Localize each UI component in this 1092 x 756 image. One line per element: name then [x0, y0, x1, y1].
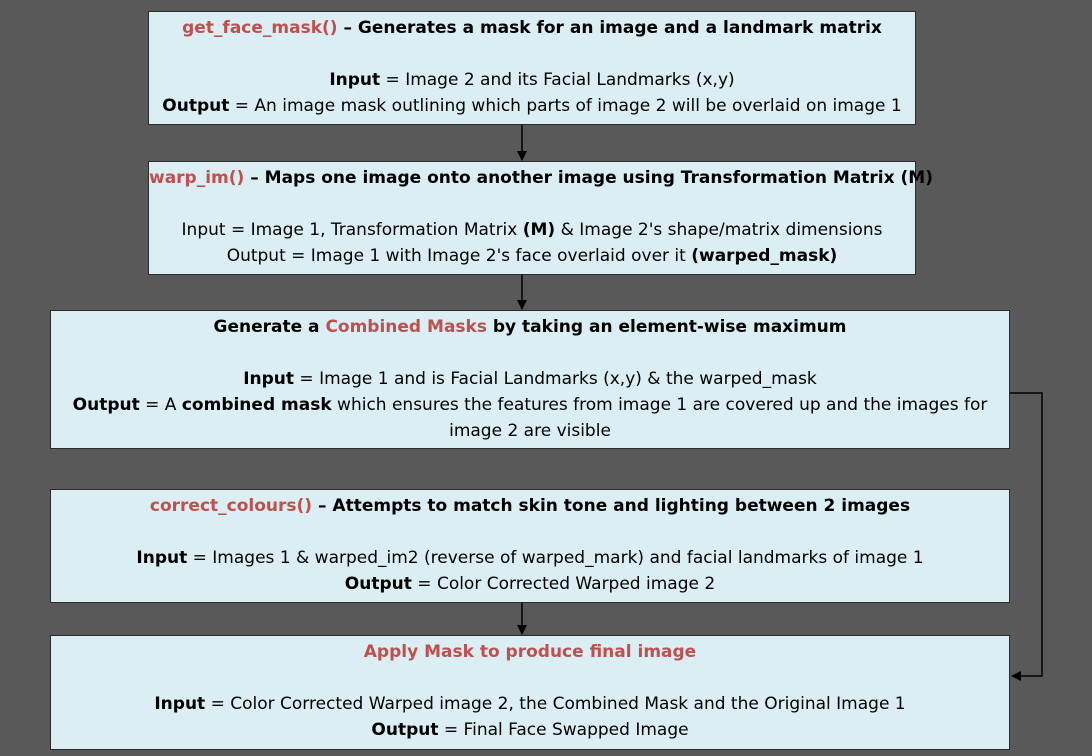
step-heading: Generate a Combined Masks by taking an e…	[51, 314, 1009, 340]
step-heading: warp_im() – Maps one image onto another …	[149, 165, 933, 191]
heading-highlight: Apply Mask to produce final image	[363, 642, 697, 662]
spacer	[51, 340, 1009, 366]
input-label: Input	[329, 70, 381, 90]
step-output: Output = Color Corrected Warped image 2	[51, 571, 1009, 597]
spacer	[149, 191, 915, 217]
output-text: = An image mask outlining which parts of…	[229, 96, 902, 116]
step-combined-masks: Generate a Combined Masks by taking an e…	[50, 310, 1010, 449]
step-output: Output = A combined mask which ensures t…	[51, 392, 1009, 418]
heading-description: by taking an element-wise maximum	[486, 317, 847, 337]
output-text: Output = Image 1 with Image 2's face ove…	[226, 246, 692, 266]
step-get-face-mask: get_face_mask() – Generates a mask for a…	[148, 11, 916, 125]
spacer	[51, 665, 1009, 691]
output-emphasis: (warped_mask)	[691, 246, 838, 266]
heading-description: – Maps one image onto another image usin…	[244, 168, 933, 188]
step-heading: correct_colours() – Attempts to match sk…	[51, 493, 1009, 519]
input-label: Input	[154, 694, 206, 714]
input-label: Input	[136, 548, 188, 568]
arrow-step3-to-step5	[1010, 392, 1043, 681]
step-output-continued: image 2 are visible	[449, 421, 611, 441]
output-text: = Color Corrected Warped image 2	[411, 574, 716, 594]
spacer	[149, 41, 915, 67]
spacer	[51, 519, 1009, 545]
step-heading: get_face_mask() – Generates a mask for a…	[149, 15, 915, 41]
output-emphasis: combined mask	[181, 395, 332, 415]
step-correct-colours: correct_colours() – Attempts to match sk…	[50, 489, 1010, 603]
step-apply-mask: Apply Mask to produce final image Input …	[50, 635, 1010, 750]
input-text: = Color Corrected Warped image 2, the Co…	[205, 694, 906, 714]
heading-description: – Attempts to match skin tone and lighti…	[312, 496, 911, 516]
input-text-end: & Image 2's shape/matrix dimensions	[555, 220, 883, 240]
step-output: Output = Image 1 with Image 2's face ove…	[149, 243, 915, 269]
heading-description: – Generates a mask for an image and a la…	[337, 18, 882, 38]
heading-prefix: Generate a	[213, 317, 326, 337]
input-text: = Image 2 and its Facial Landmarks (x,y)	[380, 70, 735, 90]
step-output: Output = Final Face Swapped Image	[51, 717, 1009, 743]
step-input: Input = Image 2 and its Facial Landmarks…	[149, 67, 915, 93]
function-name: correct_colours()	[149, 496, 313, 516]
step-heading: Apply Mask to produce final image	[51, 639, 1009, 665]
step-warp-im: warp_im() – Maps one image onto another …	[148, 161, 933, 275]
output-label: Output	[72, 395, 140, 415]
step-output: Output = An image mask outlining which p…	[149, 93, 915, 119]
output-label: Output	[162, 96, 230, 116]
output-text-start: = A	[139, 395, 182, 415]
output-label: Output	[371, 720, 439, 740]
step-input: Input = Image 1 and is Facial Landmarks …	[51, 366, 1009, 392]
output-label: Output	[344, 574, 412, 594]
function-name: warp_im()	[149, 168, 245, 188]
heading-highlight: Combined Masks	[325, 317, 487, 337]
input-emphasis: (M)	[522, 220, 556, 240]
input-text: = Images 1 & warped_im2 (reverse of warp…	[187, 548, 924, 568]
step-input: Input = Images 1 & warped_im2 (reverse o…	[51, 545, 1009, 571]
input-text: = Image 1 and is Facial Landmarks (x,y) …	[294, 369, 817, 389]
output-text: which ensures the features from image 1 …	[331, 395, 988, 415]
output-text: = Final Face Swapped Image	[438, 720, 689, 740]
step-input: Input = Image 1, Transformation Matrix (…	[149, 217, 915, 243]
input-text: Input = Image 1, Transformation Matrix	[181, 220, 523, 240]
step-input: Input = Color Corrected Warped image 2, …	[51, 691, 1009, 717]
function-name: get_face_mask()	[182, 18, 338, 38]
input-label: Input	[243, 369, 295, 389]
